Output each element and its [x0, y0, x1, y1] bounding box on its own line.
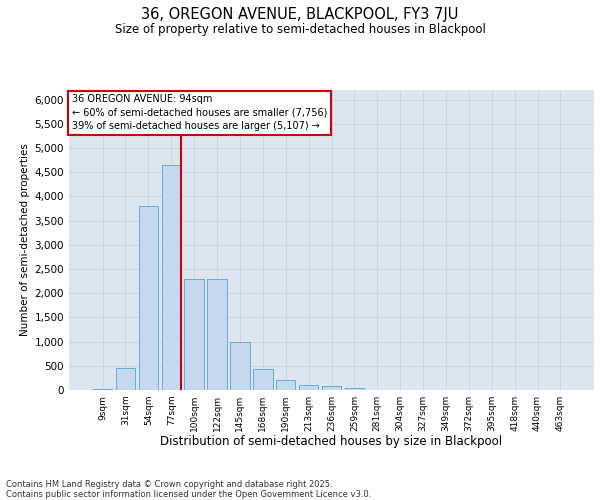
Bar [299, 385, 319, 390]
Bar [253, 369, 272, 390]
Bar [322, 386, 341, 390]
Bar [208, 278, 227, 390]
Bar [230, 342, 250, 390]
Bar [344, 388, 364, 390]
Text: Contains HM Land Registry data © Crown copyright and database right 2025.
Contai: Contains HM Land Registry data © Crown c… [6, 480, 371, 499]
Bar [93, 388, 112, 390]
Y-axis label: Number of semi-detached properties: Number of semi-detached properties [20, 144, 31, 336]
Text: Size of property relative to semi-detached houses in Blackpool: Size of property relative to semi-detach… [115, 22, 485, 36]
Bar [184, 278, 204, 390]
Bar [276, 380, 295, 390]
Bar [139, 206, 158, 390]
Text: 36, OREGON AVENUE, BLACKPOOL, FY3 7JU: 36, OREGON AVENUE, BLACKPOOL, FY3 7JU [142, 8, 458, 22]
Bar [116, 368, 135, 390]
Text: 36 OREGON AVENUE: 94sqm
← 60% of semi-detached houses are smaller (7,756)
39% of: 36 OREGON AVENUE: 94sqm ← 60% of semi-de… [71, 94, 327, 131]
X-axis label: Distribution of semi-detached houses by size in Blackpool: Distribution of semi-detached houses by … [160, 436, 503, 448]
Bar [161, 165, 181, 390]
